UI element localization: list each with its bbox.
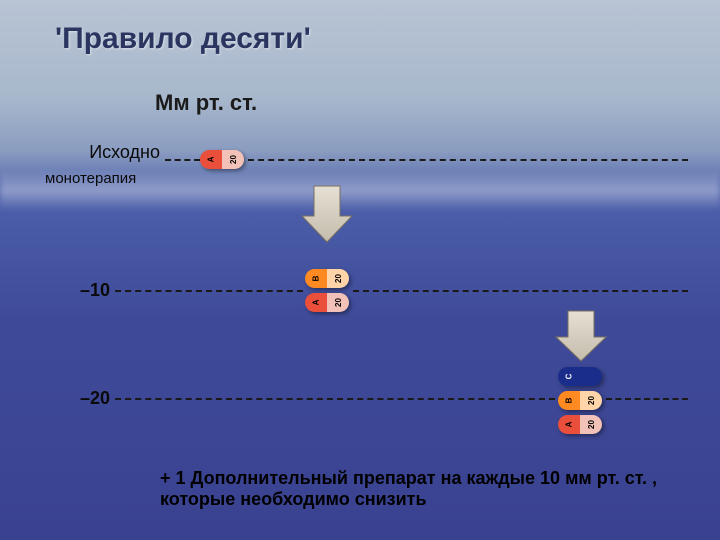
pill-b-letter: B (312, 276, 321, 282)
arrow-down-2 (552, 307, 610, 367)
slide-title: 'Правило десяти' (55, 22, 311, 56)
row-sublabel-monotherapy: монотерапия (45, 170, 136, 187)
dashed-line-r2-left (115, 398, 555, 400)
arrow-down-1 (298, 182, 356, 248)
pill-a-row0: A 20 (200, 150, 244, 169)
dashed-line-r1-left (115, 290, 303, 292)
dashed-line-r2-right (606, 398, 688, 400)
slide: 'Правило десяти' Мм рт. ст. Исходно моно… (0, 0, 720, 540)
pill-a-letter: A (207, 157, 216, 163)
pill-a-row2: A 20 (558, 415, 602, 434)
pill-c-row2: C (558, 367, 602, 386)
dashed-line-r1-right (353, 290, 688, 292)
row-label-minus10: –10 (0, 280, 110, 301)
pill-c-letter: C (565, 374, 574, 380)
footer-text: + 1 Дополнительный препарат на каждые 10… (160, 468, 680, 510)
dashed-line-r0-left (165, 159, 200, 161)
row-label-minus20: –20 (0, 388, 110, 409)
pill-a-value: 20 (229, 155, 238, 164)
slide-subtitle: Мм рт. ст. (155, 90, 257, 116)
dashed-line-r0-right (248, 159, 688, 161)
pill-b-row1: B 20 (305, 269, 349, 288)
pill-b-row2: B 20 (558, 391, 602, 410)
pill-b-value: 20 (334, 274, 343, 283)
pill-a-row1: A 20 (305, 293, 349, 312)
row-label-baseline: Исходно (30, 142, 160, 163)
